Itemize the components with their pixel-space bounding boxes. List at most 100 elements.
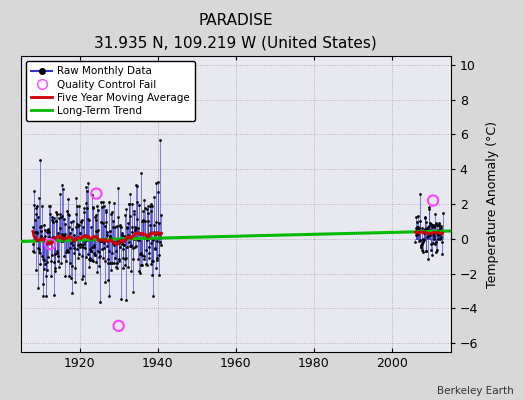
Point — [429, 240, 437, 246]
Point — [423, 225, 431, 232]
Point — [97, 246, 106, 252]
Point — [125, 201, 134, 207]
Point — [55, 263, 63, 270]
Point — [414, 213, 422, 220]
Point — [117, 238, 125, 244]
Point — [134, 256, 143, 262]
Point — [106, 228, 114, 234]
Point — [129, 256, 137, 262]
Point — [416, 191, 424, 198]
Point — [133, 216, 141, 223]
Point — [70, 250, 78, 256]
Point — [157, 230, 166, 236]
Point — [45, 229, 53, 236]
Point — [101, 278, 110, 285]
Point — [432, 220, 441, 226]
Point — [40, 232, 49, 239]
Point — [48, 236, 57, 242]
Point — [50, 291, 59, 298]
Point — [150, 246, 159, 252]
Point — [100, 245, 108, 251]
Point — [39, 256, 48, 263]
Point — [146, 222, 154, 228]
Point — [115, 258, 123, 264]
Point — [432, 239, 440, 245]
Point — [431, 222, 439, 228]
Point — [55, 215, 63, 222]
Point — [29, 248, 38, 255]
Point — [63, 208, 71, 215]
Point — [80, 205, 89, 211]
Point — [67, 275, 75, 282]
Point — [85, 264, 93, 270]
Point — [123, 224, 131, 230]
Point — [120, 242, 128, 248]
Point — [81, 245, 89, 251]
Point — [46, 236, 54, 242]
Point — [72, 221, 81, 228]
Point — [66, 230, 74, 236]
Point — [426, 220, 434, 226]
Point — [72, 210, 80, 217]
Point — [154, 231, 162, 238]
Point — [53, 247, 61, 254]
Point — [424, 223, 433, 229]
Point — [38, 203, 46, 209]
Point — [78, 242, 86, 248]
Point — [113, 260, 122, 266]
Point — [61, 273, 69, 280]
Point — [116, 224, 125, 230]
Point — [132, 182, 140, 188]
Point — [144, 202, 152, 209]
Point — [126, 268, 135, 274]
Point — [89, 258, 97, 264]
Point — [77, 218, 85, 224]
Point — [59, 186, 67, 192]
Point — [421, 219, 430, 225]
Point — [71, 279, 80, 285]
Point — [419, 236, 428, 242]
Point — [91, 214, 100, 220]
Point — [77, 219, 85, 226]
Point — [97, 219, 105, 226]
Point — [411, 239, 420, 245]
Point — [80, 240, 89, 247]
Point — [123, 244, 132, 250]
Point — [43, 267, 51, 274]
Point — [46, 211, 54, 217]
Point — [436, 236, 444, 242]
Point — [143, 237, 151, 244]
Point — [130, 211, 138, 217]
Point — [101, 258, 109, 264]
Point — [33, 202, 41, 209]
Point — [132, 225, 140, 231]
Point — [75, 244, 84, 250]
Point — [436, 234, 445, 240]
Point — [114, 255, 123, 262]
Point — [52, 218, 61, 225]
Point — [414, 225, 423, 231]
Point — [69, 238, 78, 244]
Point — [418, 224, 427, 231]
Point — [107, 235, 115, 241]
Point — [104, 260, 112, 266]
Point — [88, 257, 96, 263]
Point — [86, 224, 95, 230]
Point — [39, 281, 48, 287]
Point — [108, 208, 116, 215]
Point — [73, 203, 81, 209]
Point — [138, 218, 146, 224]
Point — [421, 214, 429, 221]
Point — [54, 230, 62, 236]
Point — [52, 218, 60, 224]
Point — [102, 219, 110, 225]
Point — [45, 234, 53, 240]
Point — [140, 255, 148, 262]
Point — [29, 249, 38, 256]
Point — [78, 253, 86, 260]
Point — [109, 218, 117, 225]
Point — [51, 251, 59, 258]
Point — [138, 218, 147, 225]
Point — [136, 251, 144, 257]
Point — [35, 246, 43, 253]
